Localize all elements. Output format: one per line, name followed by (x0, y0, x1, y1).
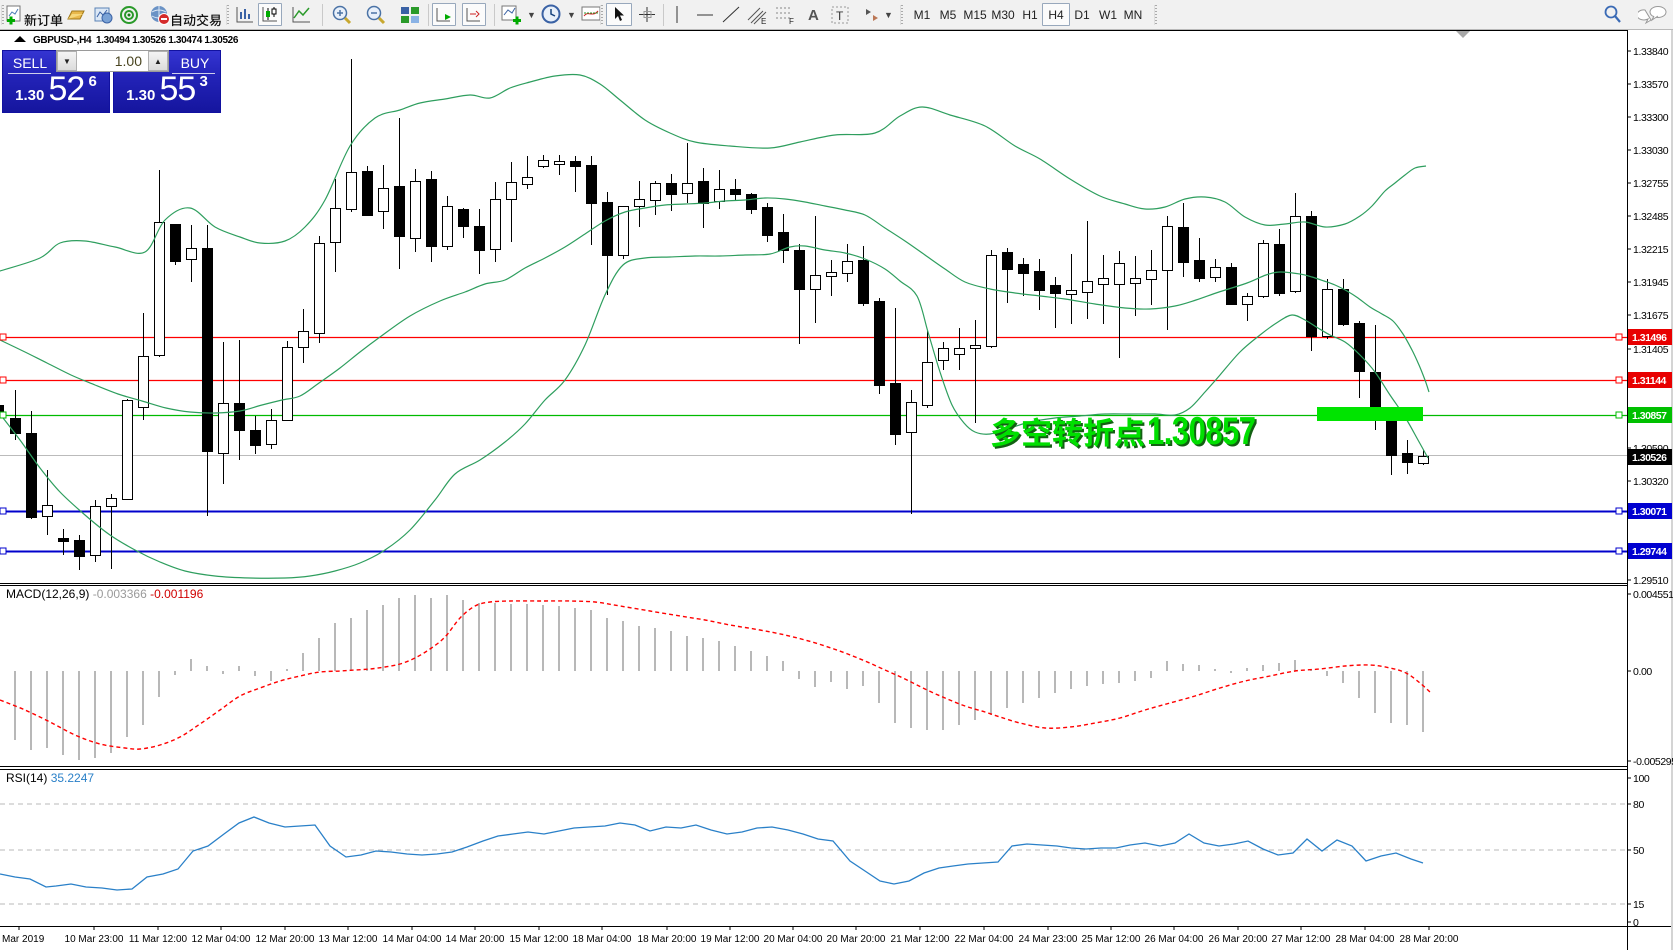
svg-text:1.30857: 1.30857 (1149, 412, 1258, 455)
svg-text:0.00: 0.00 (1633, 666, 1652, 678)
svg-text:T: T (836, 9, 844, 23)
svg-text:MACD(12,26,9) -0.003366 -0.001: MACD(12,26,9) -0.003366 -0.001196 (6, 587, 204, 601)
svg-text:12 Mar 20:00: 12 Mar 20:00 (256, 934, 315, 945)
svg-text:1.30857: 1.30857 (1632, 410, 1667, 422)
svg-text:1.33570: 1.33570 (1633, 79, 1669, 91)
svg-text:26 Mar 20:00: 26 Mar 20:00 (1209, 934, 1268, 945)
svg-text:15 Mar 12:00: 15 Mar 12:00 (510, 934, 569, 945)
svg-text:1.31675: 1.31675 (1633, 310, 1669, 322)
svg-text:1.33300: 1.33300 (1633, 112, 1669, 124)
svg-text:14 Mar 04:00: 14 Mar 04:00 (383, 934, 442, 945)
svg-text:1.31496: 1.31496 (1632, 332, 1667, 344)
svg-text:20 Mar 20:00: 20 Mar 20:00 (827, 934, 886, 945)
svg-text:22 Mar 04:00: 22 Mar 04:00 (955, 934, 1014, 945)
svg-text:10 Mar 23:00: 10 Mar 23:00 (65, 934, 124, 945)
svg-text:1.32755: 1.32755 (1633, 178, 1669, 190)
svg-text:13 Mar 12:00: 13 Mar 12:00 (319, 934, 378, 945)
svg-text:0: 0 (1633, 917, 1639, 929)
svg-text:18 Mar 20:00: 18 Mar 20:00 (638, 934, 697, 945)
svg-text:15: 15 (1633, 899, 1644, 911)
svg-text:18 Mar 04:00: 18 Mar 04:00 (573, 934, 632, 945)
svg-text:14 Mar 20:00: 14 Mar 20:00 (446, 934, 505, 945)
svg-text:27 Mar 12:00: 27 Mar 12:00 (1272, 934, 1331, 945)
svg-text:11 Mar 12:00: 11 Mar 12:00 (129, 934, 188, 945)
svg-text:0.004551: 0.004551 (1633, 589, 1673, 601)
svg-text:1.32215: 1.32215 (1633, 244, 1669, 256)
svg-text:1.29744: 1.29744 (1632, 546, 1667, 558)
svg-text:20 Mar 04:00: 20 Mar 04:00 (764, 934, 823, 945)
svg-text:12 Mar 04:00: 12 Mar 04:00 (192, 934, 251, 945)
svg-text:100: 100 (1633, 773, 1650, 785)
svg-text:1.31144: 1.31144 (1632, 375, 1667, 387)
svg-text:21 Mar 12:00: 21 Mar 12:00 (891, 934, 950, 945)
svg-text:GBPUSD-,H4 1.30494 1.30526 1.: GBPUSD-,H4 1.30494 1.30526 1.30474 1.305… (33, 35, 239, 46)
svg-text:1.33840: 1.33840 (1633, 46, 1669, 58)
svg-text:26 Mar 04:00: 26 Mar 04:00 (1145, 934, 1204, 945)
svg-text:28 Mar 20:00: 28 Mar 20:00 (1400, 934, 1459, 945)
svg-text:E: E (761, 17, 766, 26)
svg-text:RSI(14) 35.2247: RSI(14) 35.2247 (6, 771, 94, 785)
svg-text:1.30071: 1.30071 (1632, 506, 1667, 518)
svg-text:1.31405: 1.31405 (1633, 344, 1669, 356)
svg-text:1.30526: 1.30526 (1632, 452, 1667, 464)
svg-text:1.30857: 1.30857 (1147, 410, 1256, 453)
svg-text:28 Mar 04:00: 28 Mar 04:00 (1336, 934, 1395, 945)
svg-text:1.29510: 1.29510 (1633, 575, 1669, 587)
svg-text:1.30320: 1.30320 (1633, 476, 1669, 488)
svg-text:24 Mar 23:00: 24 Mar 23:00 (1019, 934, 1078, 945)
svg-text:1.31945: 1.31945 (1633, 277, 1669, 289)
svg-text:50: 50 (1633, 845, 1644, 857)
svg-text:25 Mar 12:00: 25 Mar 12:00 (1082, 934, 1141, 945)
svg-text:19 Mar 12:00: 19 Mar 12:00 (701, 934, 760, 945)
svg-text:-0.005295: -0.005295 (1633, 756, 1673, 768)
svg-text:1.32485: 1.32485 (1633, 211, 1669, 223)
svg-text:F: F (789, 17, 794, 26)
svg-text:8 Mar 2019: 8 Mar 2019 (0, 934, 45, 945)
svg-text:1.33030: 1.33030 (1633, 145, 1669, 157)
svg-text:80: 80 (1633, 799, 1644, 811)
